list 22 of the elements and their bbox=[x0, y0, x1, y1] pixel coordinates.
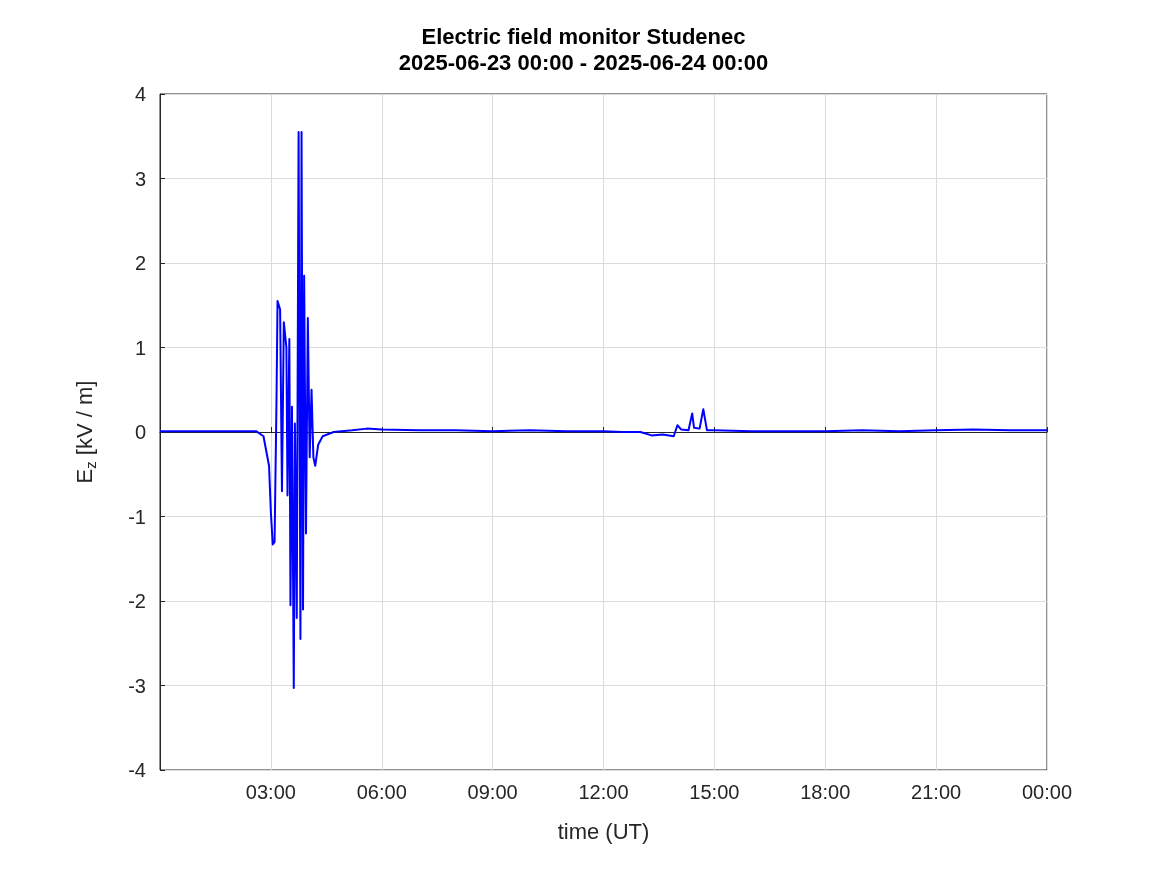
x-tick-label: 21:00 bbox=[911, 781, 962, 803]
y-tick-label: 0 bbox=[134, 421, 146, 443]
x-tick-label: 12:00 bbox=[578, 781, 629, 803]
y-tick-label: -3 bbox=[128, 674, 146, 697]
y-tick-label: -1 bbox=[128, 505, 146, 528]
y-axis-title: Ez [kV / m] bbox=[72, 380, 99, 484]
x-tick-label: 18:00 bbox=[800, 781, 851, 803]
chart-subtitle: 2025-06-23 00:00 - 2025-06-24 00:00 bbox=[398, 49, 769, 75]
y-tick-label: -2 bbox=[128, 590, 146, 612]
y-tick-label: 3 bbox=[134, 167, 146, 190]
line-series bbox=[159, 131, 1048, 690]
y-tick-label: 2 bbox=[134, 252, 146, 274]
x-tick-label: 03:00 bbox=[245, 781, 296, 803]
x-tick-label: 06:00 bbox=[356, 781, 407, 803]
y-tick-label: 1 bbox=[134, 336, 146, 359]
chart-title: Electric field monitor Studenec bbox=[421, 23, 746, 49]
y-tick-label: 4 bbox=[134, 83, 146, 105]
x-axis-title: time (UT) bbox=[557, 818, 650, 844]
x-tick-label: 00:00 bbox=[1021, 781, 1073, 803]
x-tick-label: 09:00 bbox=[467, 781, 518, 803]
y-tick-label: -4 bbox=[128, 759, 146, 781]
x-tick-label: 15:00 bbox=[689, 781, 740, 803]
